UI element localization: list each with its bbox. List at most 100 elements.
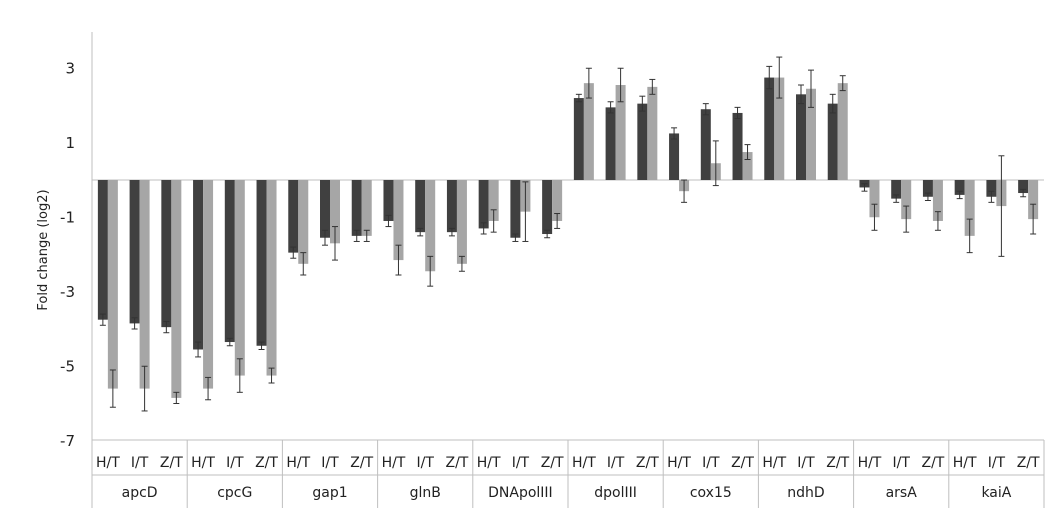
bar	[234, 180, 245, 376]
bar	[605, 107, 616, 180]
bar	[1018, 180, 1029, 194]
bar	[542, 180, 553, 235]
bar	[446, 180, 457, 233]
subcategory-label: I/T	[607, 455, 625, 471]
bar	[224, 180, 235, 343]
y-tick-label: -7	[60, 432, 75, 450]
bar	[425, 180, 436, 272]
bar	[742, 152, 753, 180]
y-tick-label: 1	[65, 134, 75, 152]
subcategory-label: Z/T	[731, 455, 754, 471]
bar	[764, 77, 775, 180]
subcategory-label: I/T	[416, 455, 434, 471]
bar	[415, 180, 426, 233]
category-label: arsA	[886, 485, 918, 501]
bar	[139, 180, 150, 389]
bar	[1028, 180, 1039, 220]
bar	[193, 180, 204, 350]
bar	[583, 83, 594, 180]
y-tick-label: -1	[60, 208, 75, 226]
subcategory-label: I/T	[988, 455, 1006, 471]
bar	[615, 85, 626, 180]
y-axis-title: Fold change (log2)	[36, 189, 51, 310]
subcategory-label: I/T	[131, 455, 149, 471]
y-tick-label: -5	[60, 357, 75, 375]
bar	[922, 180, 933, 197]
subcategory-label: H/T	[96, 455, 120, 471]
subcategory-label: Z/T	[446, 455, 469, 471]
subcategory-label: H/T	[762, 455, 786, 471]
bar	[700, 109, 711, 180]
subcategory-label: I/T	[321, 455, 339, 471]
bar	[637, 103, 648, 180]
subcategory-label: H/T	[572, 455, 596, 471]
bar	[827, 103, 838, 180]
bar	[573, 98, 584, 180]
subcategory-label: Z/T	[541, 455, 564, 471]
bar	[298, 180, 309, 264]
subcategory-label: H/T	[667, 455, 691, 471]
subcategory-label: Z/T	[160, 455, 183, 471]
subcategory-label: I/T	[892, 455, 910, 471]
bar	[97, 180, 108, 320]
subcategory-label: I/T	[702, 455, 720, 471]
bar	[647, 86, 658, 180]
category-label: ndhD	[787, 485, 824, 501]
category-label: kaiA	[981, 485, 1011, 501]
bar	[806, 88, 816, 180]
subcategory-label: Z/T	[1017, 455, 1040, 471]
bar	[330, 180, 340, 244]
bar	[954, 180, 965, 195]
bar	[510, 180, 521, 238]
subcategory-label: H/T	[477, 455, 501, 471]
bar	[256, 180, 267, 346]
bar	[383, 180, 394, 221]
bar	[901, 180, 912, 220]
bar	[320, 180, 330, 238]
bar	[288, 180, 299, 253]
subcategory-label: H/T	[858, 455, 882, 471]
subcategory-label: Z/T	[922, 455, 945, 471]
category-label: dpolIII	[594, 485, 637, 501]
y-tick-label: 3	[65, 59, 75, 77]
category-label: gap1	[312, 485, 347, 501]
subcategory-label: I/T	[512, 455, 530, 471]
bar	[774, 77, 785, 180]
subcategory-label: Z/T	[826, 455, 849, 471]
subcategory-label: H/T	[953, 455, 977, 471]
y-tick-label: -3	[60, 283, 75, 301]
bar	[171, 180, 182, 398]
category-label: apcD	[122, 485, 158, 501]
bar	[161, 180, 172, 328]
bar	[732, 112, 743, 180]
bar	[891, 180, 902, 199]
bar	[837, 83, 848, 180]
subcategory-label: H/T	[286, 455, 310, 471]
subcategory-label: I/T	[797, 455, 815, 471]
bar	[986, 180, 997, 197]
bar	[552, 180, 563, 221]
bar	[869, 180, 880, 218]
bar	[932, 180, 943, 221]
category-label: glnB	[410, 485, 441, 501]
subcategory-label: Z/T	[636, 455, 659, 471]
bar	[203, 180, 214, 389]
bar	[361, 180, 372, 236]
bar	[478, 180, 489, 229]
bar	[393, 180, 404, 261]
subcategory-label: Z/T	[255, 455, 278, 471]
bar	[964, 180, 975, 236]
subcategory-label: I/T	[226, 455, 244, 471]
bar	[107, 180, 118, 389]
bar	[669, 133, 680, 180]
bar	[129, 180, 140, 324]
bar	[456, 180, 467, 264]
bar	[488, 180, 499, 221]
category-label: cpcG	[217, 485, 252, 501]
bar	[266, 180, 277, 376]
subcategory-label: Z/T	[350, 455, 373, 471]
subcategory-label: H/T	[191, 455, 215, 471]
bar	[351, 180, 362, 236]
